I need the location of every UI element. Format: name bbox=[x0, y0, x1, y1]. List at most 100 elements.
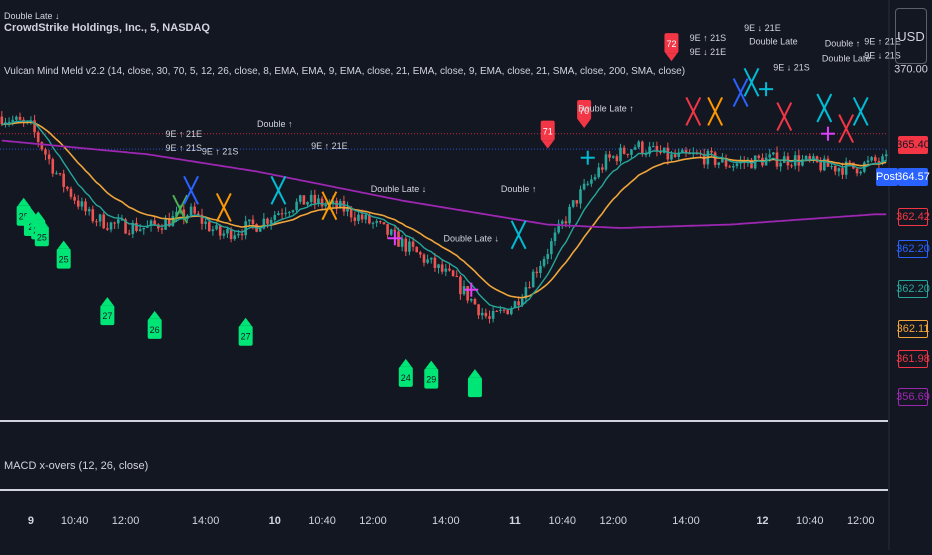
signal-annotation: Double Late bbox=[822, 54, 871, 64]
candle-body bbox=[95, 221, 98, 223]
candle-body bbox=[320, 198, 324, 207]
candle-body bbox=[830, 166, 833, 168]
signal-annotation: Double Late ↓ bbox=[371, 184, 427, 194]
signal-annotation: 9E ↓ 21S bbox=[773, 62, 810, 72]
candle-body bbox=[626, 153, 630, 155]
signal-annotation: 9E ↑ 21E bbox=[166, 129, 203, 139]
rsi-up-label: 2 bbox=[28, 222, 33, 232]
candle-body bbox=[368, 214, 371, 224]
candle-body bbox=[87, 209, 91, 212]
candle-body bbox=[553, 232, 557, 242]
candle-body bbox=[560, 221, 564, 224]
candle-body bbox=[710, 150, 713, 153]
candle-body bbox=[466, 286, 469, 301]
candle-body bbox=[513, 301, 517, 309]
candle-body bbox=[586, 183, 590, 185]
x-axis-label: 9 bbox=[28, 515, 34, 527]
cross-signal bbox=[743, 67, 760, 97]
candle-body bbox=[55, 173, 58, 175]
candle-body bbox=[641, 141, 644, 154]
candle-body bbox=[251, 219, 255, 225]
x-axis-label: 14:00 bbox=[672, 515, 700, 527]
candle-body bbox=[295, 201, 298, 211]
candle-body bbox=[164, 218, 167, 230]
currency-button[interactable]: USD bbox=[895, 8, 927, 64]
cross-signal bbox=[816, 93, 833, 123]
candle-body bbox=[0, 116, 4, 125]
price-tag: 364.57 bbox=[896, 168, 930, 186]
candle-body bbox=[666, 147, 670, 160]
candle-body bbox=[837, 168, 841, 172]
candle-body bbox=[277, 213, 280, 216]
candle-body bbox=[757, 155, 761, 158]
candle-body bbox=[717, 162, 721, 165]
x-axis-label: 12:00 bbox=[112, 515, 140, 527]
candle-body bbox=[138, 229, 142, 232]
candle-body bbox=[360, 214, 364, 220]
candle-body bbox=[841, 168, 844, 175]
rsi-up-marker bbox=[100, 305, 115, 326]
price-tag: 362.20 bbox=[896, 240, 930, 258]
candle-body bbox=[193, 206, 197, 214]
cross-signal bbox=[707, 96, 724, 126]
cross-signal bbox=[776, 102, 793, 132]
candle-body bbox=[222, 233, 226, 236]
rsi-up-marker bbox=[147, 318, 162, 339]
candle-body bbox=[604, 154, 608, 170]
x-axis-label: 14:00 bbox=[432, 515, 460, 527]
candle-body bbox=[779, 162, 782, 167]
rsi-down-marker bbox=[540, 120, 555, 141]
candle-body bbox=[557, 223, 560, 233]
candle-body bbox=[721, 158, 724, 163]
candle-body bbox=[313, 194, 317, 204]
candle-body bbox=[240, 233, 244, 236]
candle-body bbox=[444, 268, 448, 272]
rsi-up-marker bbox=[148, 310, 161, 319]
rsi-up-marker bbox=[239, 317, 252, 326]
candle-body bbox=[619, 147, 622, 162]
candle-body bbox=[51, 159, 55, 174]
symbol-title[interactable]: CrowdStrike Holdings, Inc., 5, NASDAQ bbox=[4, 22, 210, 34]
candle-body bbox=[855, 168, 859, 174]
candle-body bbox=[288, 212, 291, 214]
x-axis-label: 12:00 bbox=[599, 515, 627, 527]
rsi-down-marker bbox=[578, 120, 591, 128]
candle-body bbox=[18, 116, 22, 120]
candle-body bbox=[480, 312, 484, 316]
candle-body bbox=[379, 221, 382, 223]
candle-body bbox=[772, 152, 775, 155]
candle-body bbox=[684, 150, 688, 154]
candle-body bbox=[160, 228, 164, 230]
candle-body bbox=[884, 154, 888, 157]
post-market-badge: Post bbox=[876, 168, 898, 186]
candle-body bbox=[520, 298, 524, 306]
rsi-up-marker bbox=[17, 197, 30, 206]
candle-body bbox=[582, 183, 586, 190]
rsi-down-marker bbox=[664, 33, 679, 54]
indicator-legend[interactable]: Vulcan Mind Meld v2.2 (14, close, 30, 70… bbox=[4, 66, 686, 77]
rsi-up-marker bbox=[32, 211, 45, 220]
candle-body bbox=[502, 309, 506, 311]
candle-body bbox=[258, 228, 262, 232]
macd-pane-title[interactable]: MACD x-overs (12, 26, close) bbox=[4, 460, 149, 472]
candle-body bbox=[499, 309, 502, 312]
candle-body bbox=[735, 163, 739, 167]
candle-body bbox=[495, 310, 499, 312]
candle-body bbox=[535, 271, 539, 274]
candle-body bbox=[153, 220, 156, 225]
candle-body bbox=[157, 224, 160, 229]
candle-body bbox=[437, 264, 440, 269]
candle-body bbox=[750, 159, 753, 169]
x-axis-label: 12:00 bbox=[359, 515, 387, 527]
price-tag: 365.40 bbox=[896, 136, 930, 154]
candle-body bbox=[531, 271, 535, 288]
candle-body bbox=[269, 219, 273, 224]
candle-body bbox=[73, 196, 76, 201]
candle-body bbox=[44, 149, 47, 155]
candle-body bbox=[881, 156, 884, 164]
signal-annotation: 9E ↓ 21E bbox=[744, 23, 781, 33]
candle-body bbox=[15, 116, 18, 120]
candle-body bbox=[448, 268, 451, 271]
